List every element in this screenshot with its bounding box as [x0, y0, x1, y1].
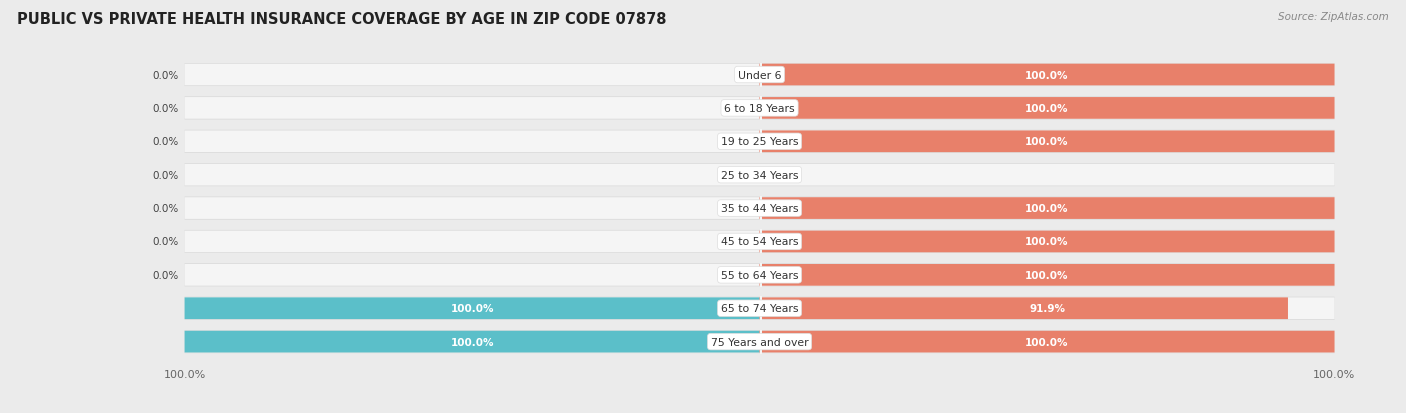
FancyBboxPatch shape	[759, 264, 1334, 286]
Text: 6 to 18 Years: 6 to 18 Years	[724, 104, 794, 114]
Text: 0.0%: 0.0%	[153, 170, 179, 180]
FancyBboxPatch shape	[759, 297, 762, 320]
FancyBboxPatch shape	[184, 298, 759, 319]
FancyBboxPatch shape	[184, 198, 1334, 219]
Text: 0.0%: 0.0%	[153, 137, 179, 147]
FancyBboxPatch shape	[184, 64, 1334, 87]
Text: 0.0%: 0.0%	[153, 204, 179, 214]
Text: 55 to 64 Years: 55 to 64 Years	[721, 270, 799, 280]
FancyBboxPatch shape	[759, 64, 1334, 86]
FancyBboxPatch shape	[759, 298, 1288, 319]
Text: 100.0%: 100.0%	[1025, 337, 1069, 347]
Text: 100.0%: 100.0%	[1025, 104, 1069, 114]
FancyBboxPatch shape	[184, 131, 1334, 154]
Text: 100.0%: 100.0%	[1025, 270, 1069, 280]
FancyBboxPatch shape	[184, 297, 1334, 320]
FancyBboxPatch shape	[184, 97, 1334, 120]
Text: 0.0%: 0.0%	[153, 270, 179, 280]
Text: 100.0%: 100.0%	[1025, 70, 1069, 80]
FancyBboxPatch shape	[184, 263, 1334, 287]
Text: 100.0%: 100.0%	[450, 304, 494, 313]
FancyBboxPatch shape	[184, 164, 1334, 187]
FancyBboxPatch shape	[759, 130, 762, 154]
Text: Under 6: Under 6	[738, 70, 782, 80]
Text: 91.9%: 91.9%	[1029, 304, 1064, 313]
Text: 0.0%: 0.0%	[153, 237, 179, 247]
FancyBboxPatch shape	[184, 64, 1334, 86]
FancyBboxPatch shape	[759, 263, 762, 287]
FancyBboxPatch shape	[184, 230, 1334, 253]
FancyBboxPatch shape	[759, 231, 1334, 253]
FancyBboxPatch shape	[184, 330, 1334, 353]
FancyBboxPatch shape	[184, 98, 1334, 119]
FancyBboxPatch shape	[184, 197, 1334, 220]
Text: PUBLIC VS PRIVATE HEALTH INSURANCE COVERAGE BY AGE IN ZIP CODE 07878: PUBLIC VS PRIVATE HEALTH INSURANCE COVER…	[17, 12, 666, 27]
Text: Source: ZipAtlas.com: Source: ZipAtlas.com	[1278, 12, 1389, 22]
FancyBboxPatch shape	[184, 264, 1334, 286]
FancyBboxPatch shape	[759, 230, 762, 254]
FancyBboxPatch shape	[184, 331, 759, 353]
FancyBboxPatch shape	[184, 164, 1334, 186]
Text: 0.0%: 0.0%	[153, 104, 179, 114]
FancyBboxPatch shape	[184, 231, 1334, 253]
Text: 45 to 54 Years: 45 to 54 Years	[721, 237, 799, 247]
Text: 100.0%: 100.0%	[1025, 204, 1069, 214]
Text: 65 to 74 Years: 65 to 74 Years	[721, 304, 799, 313]
FancyBboxPatch shape	[759, 131, 1334, 153]
FancyBboxPatch shape	[759, 97, 762, 121]
FancyBboxPatch shape	[184, 331, 1334, 353]
Text: 19 to 25 Years: 19 to 25 Years	[721, 137, 799, 147]
Text: 100.0%: 100.0%	[1025, 137, 1069, 147]
Text: 75 Years and over: 75 Years and over	[711, 337, 808, 347]
FancyBboxPatch shape	[184, 131, 1334, 153]
Text: 100.0%: 100.0%	[1025, 237, 1069, 247]
Text: 35 to 44 Years: 35 to 44 Years	[721, 204, 799, 214]
Text: 100.0%: 100.0%	[450, 337, 494, 347]
Text: 25 to 34 Years: 25 to 34 Years	[721, 170, 799, 180]
FancyBboxPatch shape	[759, 63, 762, 87]
Text: 0.0%: 0.0%	[153, 70, 179, 80]
FancyBboxPatch shape	[759, 98, 1334, 119]
FancyBboxPatch shape	[759, 197, 762, 221]
FancyBboxPatch shape	[759, 331, 1334, 353]
FancyBboxPatch shape	[759, 330, 762, 354]
FancyBboxPatch shape	[759, 198, 1334, 219]
FancyBboxPatch shape	[184, 298, 1334, 319]
